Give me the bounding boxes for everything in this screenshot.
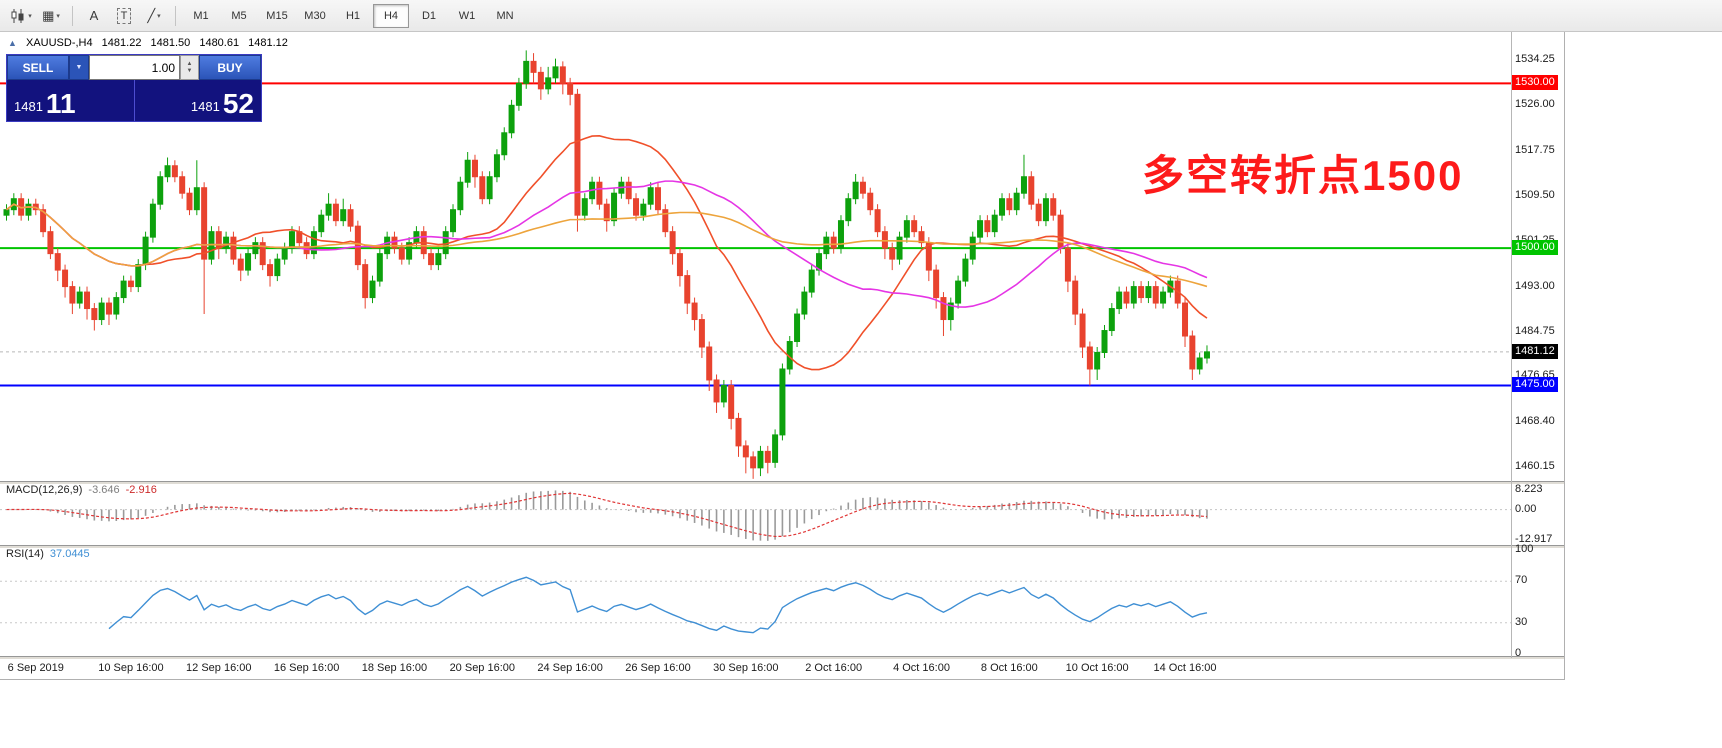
candlestick-chart-icon xyxy=(11,8,24,23)
time-axis-label: 14 Oct 16:00 xyxy=(1153,662,1217,674)
volume-dropdown-button[interactable]: ▼ xyxy=(69,55,89,80)
chevron-down-icon: ▾ xyxy=(157,12,161,20)
price-level-tag: 1500.00 xyxy=(1512,240,1558,256)
high-value: 1481.50 xyxy=(150,37,191,49)
price-axis-label: 1460.15 xyxy=(1515,460,1555,473)
time-axis-label: 26 Sep 16:00 xyxy=(625,662,691,674)
time-axis-label: 16 Sep 16:00 xyxy=(273,662,340,674)
one-click-trading-panel: SELL ▼ ▲ ▼ BUY 1481 11 1481 52 xyxy=(6,54,262,122)
rsi-axis-label: 100 xyxy=(1515,543,1534,555)
price-level-tag: 1530.00 xyxy=(1512,75,1558,91)
panel-separator xyxy=(0,656,1564,659)
rsi-axis-label: 30 xyxy=(1515,615,1528,628)
indicators-grid-icon: ▦ xyxy=(42,7,55,23)
bid-price-small: 1481 xyxy=(14,99,43,114)
ask-price-big: 52 xyxy=(222,88,254,119)
symbol-period-label: XAUUSD-,H4 xyxy=(25,37,93,49)
toolbar-separator xyxy=(175,5,176,26)
toolbar-separator xyxy=(72,5,73,26)
macd-axis-label: 0.00 xyxy=(1515,502,1537,515)
timeframe-button-d1[interactable]: D1 xyxy=(421,9,437,22)
close-value: 1481.12 xyxy=(248,37,288,49)
time-axis-label: 12 Sep 16:00 xyxy=(186,662,252,674)
time-axis-label: 24 Sep 16:00 xyxy=(537,662,603,674)
time-axis-label: 18 Sep 16:00 xyxy=(361,662,428,674)
bid-price-big: 11 xyxy=(45,88,76,119)
spin-down-icon[interactable]: ▼ xyxy=(186,67,193,74)
chart-text-annotation: 多空转折点1500 xyxy=(1142,152,1464,199)
macd-title: MACD(12,26,9) xyxy=(6,484,83,496)
buy-button[interactable]: BUY xyxy=(199,55,261,80)
price-axis-label: 1468.40 xyxy=(1515,414,1555,427)
timeframe-button-m15[interactable]: M15 xyxy=(266,9,288,22)
line-tool-button[interactable]: ╱ ▾ xyxy=(140,3,168,29)
rsi-axis-label: 70 xyxy=(1515,574,1528,587)
volume-input[interactable] xyxy=(89,55,180,80)
toolbar: ▾ ▦ ▾ A T ╱ ▾ M1 M5 M15 M30 H1 H4 D1 W1 MN xyxy=(0,0,1722,32)
ask-price[interactable]: 1481 52 xyxy=(133,80,262,121)
macd-main-value: -3.646 xyxy=(88,484,120,496)
chart-type-button[interactable]: ▾ xyxy=(7,3,35,29)
price-axis-label: 1534.25 xyxy=(1515,53,1555,65)
bid-price[interactable]: 1481 11 xyxy=(7,80,134,121)
time-axis-label: 20 Sep 16:00 xyxy=(449,662,516,674)
template-tool-icon: T xyxy=(116,7,132,24)
chevron-down-icon: ▾ xyxy=(28,12,32,20)
macd-axis-label: 8.223 xyxy=(1515,483,1543,496)
macd-signal-value: -2.916 xyxy=(125,484,157,496)
time-axis-label: 8 Oct 16:00 xyxy=(980,662,1038,674)
time-axis-label: 6 Sep 2019 xyxy=(7,662,64,674)
chevron-down-icon: ▾ xyxy=(56,12,60,20)
time-axis-label: 2 Oct 16:00 xyxy=(805,662,863,674)
ask-price-small: 1481 xyxy=(190,99,220,114)
panel-separator[interactable] xyxy=(0,481,1564,484)
rsi-title: RSI(14) xyxy=(6,548,44,560)
timeframe-bar: M1 M5 M15 M30 H1 H4 D1 W1 MN xyxy=(182,3,524,28)
price-axis-label: 1526.00 xyxy=(1515,98,1555,111)
timeframe-button-m1[interactable]: M1 xyxy=(193,9,209,22)
price-level-tag: 1475.00 xyxy=(1512,377,1558,393)
rsi-value: 37.0445 xyxy=(49,548,90,560)
timeframe-button-w1[interactable]: W1 xyxy=(458,9,476,22)
panel-separator[interactable] xyxy=(0,545,1564,548)
trade-panel-controls: SELL ▼ ▲ ▼ BUY xyxy=(7,55,261,80)
timeframe-button-mn[interactable]: MN xyxy=(496,9,514,22)
low-value: 1480.61 xyxy=(199,37,240,49)
timeframe-button-m5[interactable]: M5 xyxy=(231,9,247,22)
panel-collapse-icon[interactable]: ▲ xyxy=(8,38,17,48)
open-value: 1481.22 xyxy=(101,37,142,49)
chart-ohlc-header: ▲ XAUUSD-,H4 1481.22 1481.50 1480.61 148… xyxy=(8,37,294,49)
trendline-tool-icon: ╱ xyxy=(147,7,156,23)
timeframe-button-h1[interactable]: H1 xyxy=(345,9,361,22)
price-axis-divider xyxy=(1511,32,1512,658)
price-axis-label: 1517.75 xyxy=(1515,143,1555,156)
price-axis-label: 1484.75 xyxy=(1515,324,1555,337)
price-axis-label: 1493.00 xyxy=(1515,279,1555,292)
timeframe-button-m30[interactable]: M30 xyxy=(304,9,326,22)
price-chart-canvas[interactable] xyxy=(0,32,1565,680)
volume-spinner[interactable]: ▲ ▼ xyxy=(180,55,199,80)
rsi-label: RSI(14) 37.0445 xyxy=(6,548,90,560)
rsi-axis-label: 0 xyxy=(1515,647,1522,659)
time-axis-label: 4 Oct 16:00 xyxy=(893,662,950,674)
macd-axis-label: -12.917 xyxy=(1515,533,1553,546)
price-axis-label: 1509.50 xyxy=(1515,188,1555,201)
sell-button[interactable]: SELL xyxy=(7,55,69,80)
time-axis-label: 30 Sep 16:00 xyxy=(713,662,779,674)
macd-label: MACD(12,26,9) -3.646 -2.916 xyxy=(6,484,157,496)
template-tool-button[interactable]: T xyxy=(110,3,138,29)
spin-up-icon[interactable]: ▲ xyxy=(186,60,193,67)
bid-price-tag: 1481.12 xyxy=(1512,343,1558,359)
time-axis-label: 10 Oct 16:00 xyxy=(1065,662,1129,674)
trade-panel-prices: 1481 11 1481 52 xyxy=(7,80,261,121)
text-tool-button[interactable]: A xyxy=(80,3,108,29)
indicators-button[interactable]: ▦ ▾ xyxy=(37,3,65,29)
chart-window: ▲ XAUUSD-,H4 1481.22 1481.50 1480.61 148… xyxy=(0,32,1565,680)
timeframe-button-h4[interactable]: H4 xyxy=(373,3,409,28)
text-tool-icon: A xyxy=(89,8,99,23)
time-axis-label: 10 Sep 16:00 xyxy=(98,662,164,674)
